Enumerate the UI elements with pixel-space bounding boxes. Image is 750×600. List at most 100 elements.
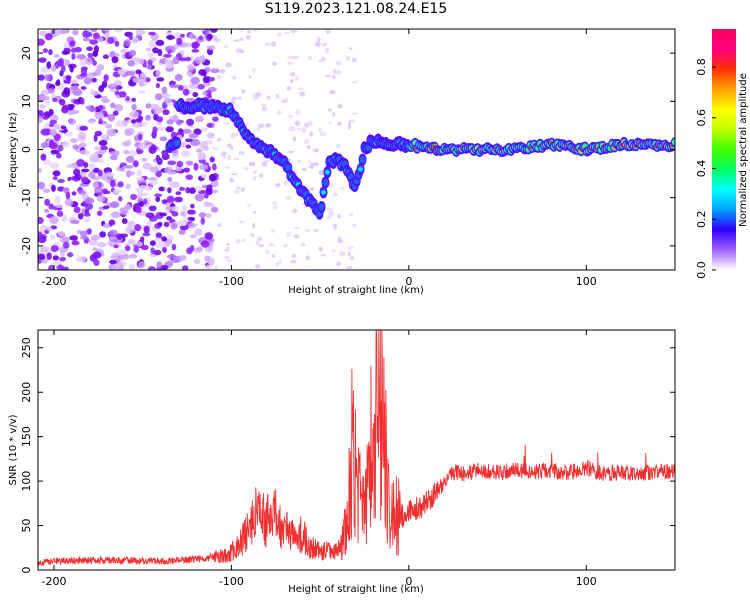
heatmap-noise-blob — [203, 193, 209, 199]
heatmap-noise-blob — [109, 51, 116, 58]
heatmap-noise-blob — [335, 143, 342, 149]
heatmap-noise-blob — [182, 88, 190, 96]
heatmap-noise-blob — [326, 207, 333, 211]
heatmap-noise-blob — [172, 56, 180, 65]
heatmap-noise-blob — [113, 244, 119, 249]
heatmap-noise-blob — [301, 243, 306, 247]
heatmap-noise-blob — [226, 258, 233, 263]
heatmap-noise-blob — [331, 249, 336, 253]
heatmap-noise-blob — [293, 234, 300, 239]
heatmap-noise-blob — [80, 168, 90, 173]
heatmap-noise-blob — [212, 146, 219, 151]
heatmap-noise-blob — [148, 205, 157, 212]
heatmap-noise-blob — [325, 29, 331, 34]
heatmap-noise-blob — [145, 64, 153, 70]
heatmap-noise-blob — [177, 85, 184, 91]
heatmap-noise-blob — [288, 114, 293, 119]
heatmap-noise-blob — [110, 102, 116, 109]
heatmap-noise-blob — [156, 116, 164, 123]
heatmap-noise-blob — [293, 227, 300, 230]
heatmap-noise-blob — [246, 203, 252, 208]
heatmap-noise-blob — [318, 127, 322, 133]
snr-frame — [37, 329, 676, 571]
heatmap-noise-blob — [170, 223, 178, 230]
snr-y-ticks: 0 50 100 150 200 250 — [20, 337, 675, 574]
heatmap-noise-blob — [136, 149, 144, 154]
heatmap-noise-blob — [132, 77, 142, 83]
heatmap-noise-blob — [271, 61, 278, 66]
heatmap-noise-blob — [194, 56, 201, 64]
heatmap-noise-blob — [112, 110, 119, 116]
heatmap-noise-blob — [38, 216, 44, 225]
heatmap-noise-blob — [66, 252, 74, 258]
heatmap-noise-blob — [65, 191, 71, 200]
heatmap-noise-blob — [92, 60, 97, 66]
heatmap-noise-blob — [335, 60, 342, 66]
heatmap-noise-blob — [197, 83, 205, 90]
heatmap-noise-blob — [161, 199, 168, 204]
heatmap-noise-blob — [166, 35, 176, 40]
heatmap-noise-blob — [165, 239, 173, 245]
heatmap-noise-blob — [113, 189, 122, 194]
heatmap-noise-blob — [89, 39, 99, 45]
heatmap-noise-blob — [338, 250, 346, 256]
heatmap-x-tick-label: -100 — [219, 275, 244, 288]
heatmap-noise-blob — [94, 186, 103, 194]
snr-y-label: SNR (10 * v/v) — [8, 414, 19, 485]
heatmap-noise-blob — [206, 45, 216, 51]
heatmap-noise-blob — [347, 124, 352, 130]
heatmap-noise-blob — [141, 157, 148, 162]
heatmap-noise-blob — [60, 125, 66, 130]
heatmap-noise-blob — [156, 126, 167, 132]
heatmap-noise-blob — [155, 154, 161, 163]
heatmap-noise-blob — [61, 140, 70, 148]
heatmap-noise-blob — [317, 36, 321, 42]
heatmap-noise-blob — [128, 34, 134, 41]
heatmap-noise-blob — [287, 61, 294, 65]
heatmap-noise-blob — [235, 238, 241, 244]
heatmap-noise-blob — [49, 119, 58, 125]
heatmap-noise-blob — [126, 170, 136, 176]
heatmap-noise-blob — [125, 139, 132, 147]
heatmap-noise-blob — [50, 234, 56, 241]
heatmap-noise-blob — [70, 219, 80, 225]
heatmap-noise-blob — [292, 208, 298, 214]
heatmap-noise-blob — [73, 168, 81, 176]
heatmap-noise-blob — [252, 175, 257, 181]
heatmap-noise-blob — [57, 230, 66, 237]
heatmap-noise-blob — [294, 75, 299, 82]
heatmap-noise-blob — [275, 261, 279, 267]
heatmap-noise-blob — [217, 176, 221, 181]
heatmap-noise-blob — [94, 68, 102, 77]
heatmap-noise-blob — [91, 77, 97, 83]
heatmap-noise-blob — [48, 49, 53, 56]
heatmap-noise-blob — [72, 29, 80, 36]
heatmap-noise-blob — [97, 169, 103, 177]
heatmap-noise-blob — [114, 40, 120, 47]
heatmap-noise-blob — [328, 182, 333, 186]
heatmap-noise-blob — [62, 241, 70, 249]
heatmap-noise-blob — [137, 115, 144, 121]
heatmap-noise-blob — [159, 265, 169, 270]
heatmap-noise-blob — [54, 196, 61, 205]
heatmap-noise-blob — [138, 81, 148, 87]
heatmap-noise-blob — [117, 181, 124, 188]
heatmap-noise-blob — [246, 35, 250, 39]
heatmap-noise-blob — [55, 204, 64, 209]
heatmap-noise-blob — [42, 115, 50, 120]
heatmap-noise-blob — [174, 73, 183, 82]
heatmap-noise-blob — [194, 228, 203, 237]
heatmap-noise-blob — [327, 108, 332, 112]
heatmap-noise-blob — [136, 176, 144, 181]
heatmap-noise-blob — [69, 85, 79, 91]
heatmap-noise-blob — [192, 91, 199, 98]
heatmap-noise-blob — [71, 191, 77, 196]
heatmap-noise-blob — [102, 113, 109, 118]
heatmap-noise-blob — [82, 37, 91, 42]
heatmap-noise-blob — [155, 196, 161, 203]
heatmap-noise-blob — [288, 126, 296, 132]
heatmap-noise-blob — [203, 29, 210, 35]
snr-x-tick-label: -200 — [41, 575, 66, 588]
heatmap-noise-blob — [101, 188, 109, 195]
heatmap-noise-blob — [290, 29, 298, 33]
